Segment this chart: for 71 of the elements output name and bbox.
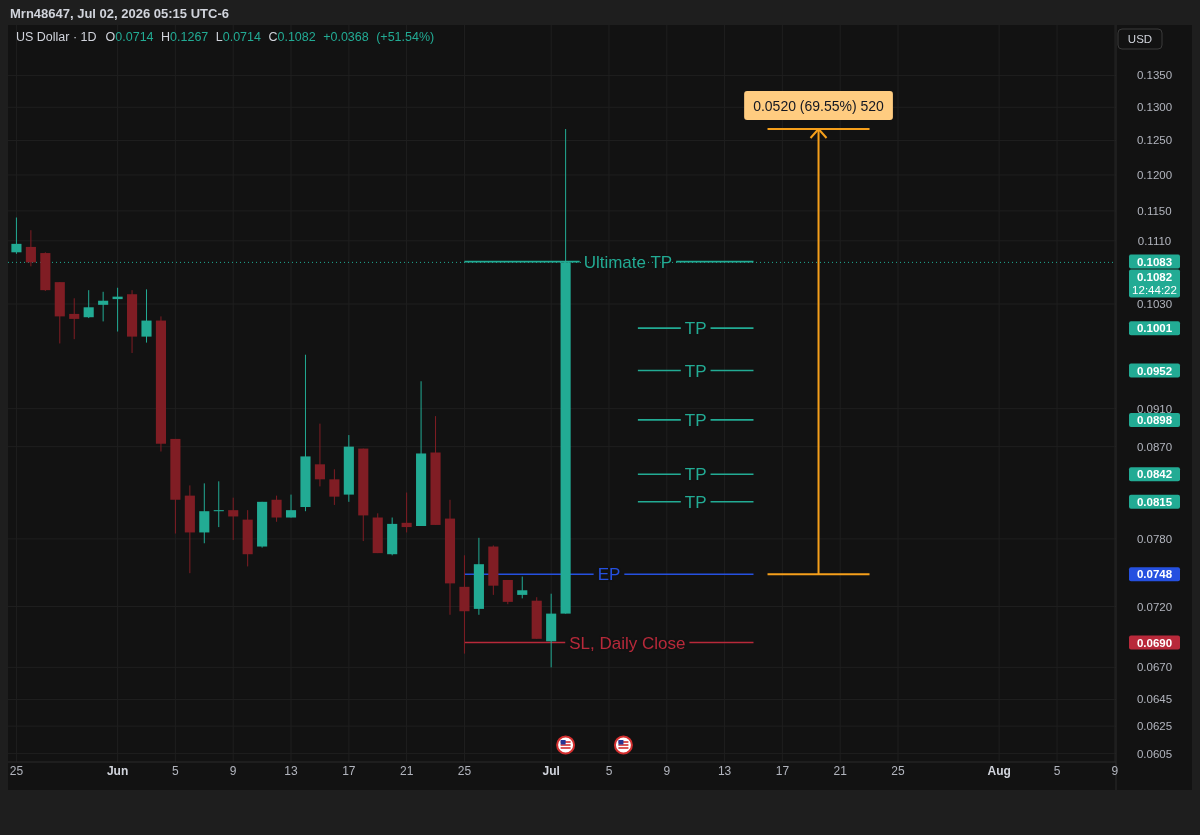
y-tick-label: 0.1150 (1137, 204, 1172, 217)
y-tick-label: 0.1001 (1136, 322, 1173, 335)
candlestick (98, 291, 109, 322)
series-label: SL, Daily Close (569, 633, 686, 652)
candlestick (314, 423, 325, 487)
x-tick-label: 9 (229, 764, 237, 778)
x-tick-label: 5 (172, 764, 180, 778)
candlestick (11, 217, 22, 255)
y-tick-label: 0.0780 (1136, 532, 1173, 545)
candlestick (141, 288, 152, 344)
annotation: 0.0520 (69.55%) 520 (753, 98, 885, 115)
x-tick-label: 13 (284, 764, 299, 778)
x-tick-label: 9 (663, 764, 671, 778)
y-tick-label: 0.0815 (1136, 495, 1173, 508)
x-tick-label: 9 (1111, 764, 1119, 778)
series-label: TP (684, 492, 707, 512)
x-tick-label: 21 (833, 764, 848, 778)
candlestick (69, 297, 80, 340)
y-tick-label: 0.1110 (1137, 234, 1172, 247)
y-tick-label: 0.1030 (1136, 298, 1173, 310)
y-tick-label: 0.0898 (1136, 413, 1173, 426)
y-tick-label: 0.1250 (1136, 134, 1173, 147)
chart-title: US Dollar · 1D (16, 30, 97, 44)
candlestick (285, 494, 297, 519)
series-label: Ultimate TP (583, 252, 673, 272)
y-tick-label: 0.1200 (1136, 168, 1173, 181)
y-tick-label: 0.0842 (1136, 468, 1173, 481)
series-label: TP (684, 464, 707, 484)
x-tick-label: Jun (106, 764, 129, 778)
candlestick (213, 480, 224, 528)
candlestick (329, 468, 340, 506)
y-tick-label: 0.0910 (1136, 402, 1173, 415)
x-tick-label: 25 (891, 764, 906, 778)
y-tick-label: 0.0870 (1136, 440, 1173, 453)
text: O0.0714 H0.1267 L0.0714 C0.1082 +0.0368 (+51.54%) (105, 30, 435, 44)
x-tick-label: Aug (987, 764, 1011, 778)
y-tick-label: 0.0952 (1136, 364, 1173, 377)
y-tick-label: 0.0645 (1136, 693, 1173, 706)
series-label: TP (684, 410, 707, 430)
x-tick-label: 25 (457, 764, 472, 778)
text: Mrn48647, Jul 02, 2026 05:15 UTC-6 (10, 5, 229, 21)
y-tick-label: 0.0690 (1136, 636, 1173, 649)
candlestick (271, 495, 282, 523)
series-label: TP (684, 318, 707, 338)
y-tick-label: 0.1350 (1136, 69, 1173, 82)
y-tick-label: 0.0605 (1136, 747, 1173, 760)
x-tick-label: 5 (1053, 764, 1061, 778)
candlestick (401, 492, 412, 533)
y-tick-label: 0.0625 (1136, 720, 1173, 733)
x-tick-label: 5 (605, 764, 613, 778)
x-tick-label: 17 (775, 764, 790, 778)
x-tick-label: Jul (542, 764, 560, 778)
candlestick (83, 289, 94, 319)
x-tick-label: 17 (342, 764, 356, 778)
y-tick-label: 0.0670 (1136, 661, 1173, 674)
x-tick-label: 21 (399, 764, 414, 778)
candlestick (502, 579, 513, 605)
candlestick (199, 482, 210, 544)
y-tick-label: 0.0748 (1136, 568, 1173, 581)
y-tick-label: 0.0720 (1136, 600, 1173, 613)
series-label: EP (597, 564, 621, 584)
y-axis-title: USD (1127, 33, 1153, 45)
y-tick-label: 0.1083 (1136, 255, 1173, 268)
candlestick (517, 576, 528, 599)
candlestick (25, 229, 36, 267)
x-tick-label: 25 (9, 764, 24, 778)
series-label: TP (684, 361, 707, 381)
candlestick (228, 497, 239, 541)
y-tick-label: 0.1300 (1136, 101, 1173, 114)
x-tick-label: 13 (717, 764, 732, 778)
legend-label: 0.1082 12:44:22 (1132, 271, 1177, 297)
